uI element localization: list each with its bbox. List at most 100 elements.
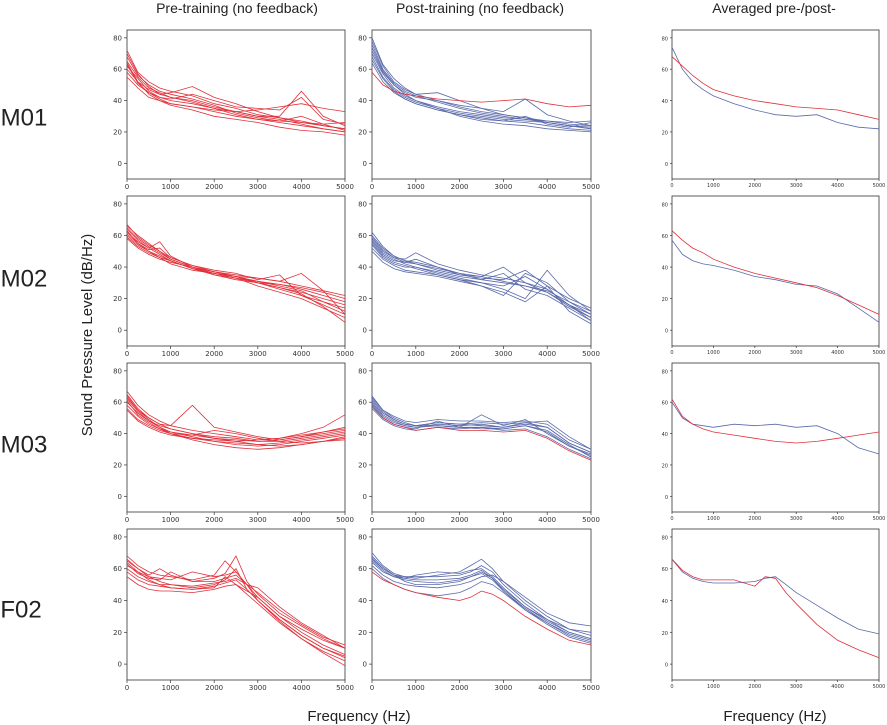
- x-tick-label: 3000: [494, 684, 512, 692]
- series-line-pre-9: [126, 53, 346, 133]
- panel-m01-post: 0 1000 2000 3000 4000 5000 0 20 40 60 80: [358, 29, 600, 191]
- x-tick-label: 2000: [205, 350, 223, 358]
- x-tick-label: 4000: [538, 350, 556, 358]
- panel-m01-avg: 0 1000 2000 3000 4000 5000 0 20 40 60 80: [662, 29, 885, 189]
- series-line-post-8: [371, 406, 592, 461]
- x-tick-label: 0: [670, 516, 673, 522]
- y-tick-label: 80: [662, 202, 668, 208]
- x-tick-label: 4000: [831, 684, 844, 690]
- series-line-pre-average: [671, 558, 880, 659]
- series-line-pre-6: [126, 398, 346, 447]
- x-tick-label: 3000: [494, 350, 512, 358]
- series-line-post-1: [371, 395, 592, 450]
- panel-f02-pre: 0 1000 2000 3000 4000 5000 0 20 40 60 80: [113, 528, 354, 692]
- x-tick-label: 3000: [790, 516, 803, 522]
- series-line-pre-2: [126, 61, 346, 133]
- y-tick-label: 0: [118, 493, 122, 501]
- x-tick-label: 1000: [707, 183, 720, 189]
- y-tick-label: 20: [113, 295, 122, 303]
- row-label-m02: M02: [1, 265, 48, 292]
- series-line-pre-10: [126, 236, 346, 318]
- y-tick-label: 0: [363, 160, 367, 168]
- series-line-post-average: [671, 401, 880, 455]
- series-line-post-1: [371, 552, 592, 636]
- x-tick-label: 1000: [162, 350, 180, 358]
- x-tick-label: 4000: [831, 350, 844, 356]
- panel-frame: [126, 29, 346, 180]
- x-tick-label: 2000: [451, 183, 469, 191]
- series-line-post-7: [371, 560, 592, 641]
- y-tick-label: 60: [113, 232, 122, 240]
- panel-m03-avg: 0 1000 2000 3000 4000 5000 0 20 40 60 80: [662, 362, 885, 522]
- series-line-pre-7: [126, 571, 346, 659]
- column-title-averaged: Averaged pre-/post-: [712, 0, 836, 16]
- y-tick-label: 60: [358, 565, 367, 573]
- x-tick-label: 4000: [831, 516, 844, 522]
- series-line-post-3: [371, 562, 592, 633]
- x-tick-label: 4000: [292, 350, 310, 358]
- x-tick-label: 1000: [707, 684, 720, 690]
- y-tick-label: 80: [662, 535, 668, 541]
- y-axis-title: Sound Pressure Level (dB/Hz): [79, 234, 96, 437]
- y-tick-label: 80: [662, 36, 668, 42]
- series-line-post-9: [371, 72, 592, 108]
- x-tick-label: 1000: [707, 516, 720, 522]
- x-tick-label: 3000: [790, 684, 803, 690]
- panel-frame: [671, 362, 880, 513]
- y-tick-label: 80: [358, 34, 367, 42]
- panel-frame: [126, 195, 346, 347]
- y-tick-label: 80: [358, 533, 367, 541]
- panel-frame: [671, 195, 880, 347]
- y-tick-label: 0: [363, 493, 367, 501]
- x-tick-label: 2000: [748, 684, 761, 690]
- x-tick-label: 3000: [249, 350, 267, 358]
- panel-frame: [371, 528, 592, 681]
- x-tick-label: 3000: [494, 183, 512, 191]
- x-tick-label: 3000: [249, 516, 267, 524]
- series-line-pre-2: [126, 555, 346, 649]
- y-tick-label: 0: [665, 663, 668, 669]
- y-tick-label: 40: [358, 430, 367, 438]
- y-tick-label: 60: [662, 68, 668, 74]
- x-tick-label: 5000: [582, 183, 600, 191]
- series-line-pre-1: [126, 390, 346, 441]
- y-tick-label: 60: [113, 565, 122, 573]
- y-tick-label: 40: [113, 430, 122, 438]
- x-tick-label: 3000: [494, 516, 512, 524]
- x-tick-label: 1000: [162, 684, 180, 692]
- series-line-post-5: [371, 408, 592, 460]
- y-tick-label: 20: [662, 631, 668, 637]
- y-tick-label: 60: [358, 66, 367, 74]
- x-tick-label: 0: [125, 183, 129, 191]
- x-tick-label: 0: [670, 684, 673, 690]
- x-tick-label: 3000: [790, 350, 803, 356]
- series-line-post-4: [371, 53, 592, 123]
- y-tick-label: 60: [358, 232, 367, 240]
- x-tick-label: 1000: [162, 183, 180, 191]
- y-tick-label: 20: [662, 463, 668, 469]
- panel-frame: [671, 29, 880, 180]
- series-line-post-9: [371, 557, 592, 644]
- x-tick-label: 0: [370, 183, 374, 191]
- series-line-post-6: [371, 247, 592, 315]
- x-tick-label: 4000: [538, 684, 556, 692]
- series-line-post-8: [371, 40, 592, 128]
- series-line-post-8: [371, 571, 592, 646]
- series-line-pre-9: [126, 563, 346, 667]
- series-line-pre-6: [126, 230, 346, 296]
- series-line-post-7: [371, 403, 592, 455]
- x-tick-label: 0: [370, 516, 374, 524]
- series-line-pre-2: [126, 231, 346, 303]
- series-line-post-4: [371, 244, 592, 322]
- panel-frame: [126, 362, 346, 513]
- y-tick-label: 20: [358, 128, 367, 136]
- panel-m03-post: 0 1000 2000 3000 4000 5000 0 20 40 60 80: [358, 362, 600, 524]
- y-tick-label: 80: [113, 34, 122, 42]
- series-line-post-10: [371, 236, 592, 315]
- y-tick-label: 80: [113, 533, 122, 541]
- panel-m02-avg: 0 1000 2000 3000 4000 5000 0 20 40 60 80: [662, 195, 885, 356]
- x-tick-label: 2000: [205, 684, 223, 692]
- panel-f02-avg: 0 1000 2000 3000 4000 5000 0 20 40 60 80: [662, 528, 885, 690]
- x-tick-label: 2000: [451, 516, 469, 524]
